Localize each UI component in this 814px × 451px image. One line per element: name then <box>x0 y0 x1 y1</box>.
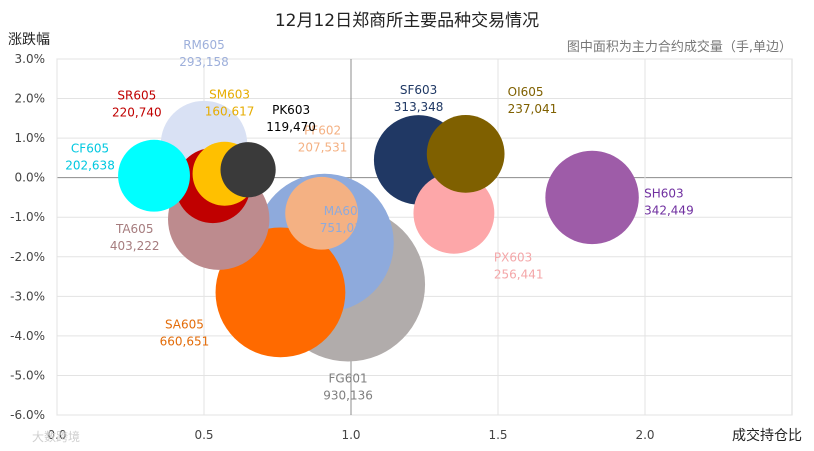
label-volume-sm603: 160,617 <box>205 105 255 119</box>
x-tick-label: 1.5 <box>488 428 507 442</box>
y-tick-label: 2.0% <box>15 92 46 106</box>
y-tick-label: -5.0% <box>10 368 45 382</box>
axes: 3.0% 2.0% 1.0% 0.0% -1.0% -2.0% -3.0% -4.0% -5.0… <box>10 52 654 442</box>
y-tick-label: -6.0% <box>10 408 45 422</box>
y-axis-label: 涨跌幅 <box>8 32 50 48</box>
label-name-pf602: PF602 <box>304 123 341 137</box>
bubble-px603 <box>413 172 495 254</box>
bubbles <box>118 100 639 362</box>
label-name-px603: PX603 <box>494 250 532 264</box>
chart-title: 12月12日郑商所主要品种交易情况 <box>275 11 539 31</box>
label-name-sm603: SM603 <box>209 88 250 102</box>
bubble-labels: FG601 930,136 MA605 751,017 SA605 660,651 TA60… <box>65 38 693 402</box>
y-tick-label: -3.0% <box>10 289 45 303</box>
label-name-cf605: CF605 <box>71 142 109 156</box>
label-volume-pf602: 207,531 <box>298 140 348 154</box>
y-tick-label: 0.0% <box>15 171 46 185</box>
y-tick-label: -1.0% <box>10 210 45 224</box>
label-volume-sf603: 313,348 <box>394 100 444 114</box>
bubble-pf602 <box>285 176 358 250</box>
label-volume-px603: 256,441 <box>494 267 544 281</box>
label-name-sf603: SF603 <box>400 83 437 97</box>
label-volume-sr605: 220,740 <box>112 106 162 120</box>
y-tick-label: -4.0% <box>10 329 45 343</box>
x-tick-label: 0.0 <box>47 428 66 442</box>
label-name-pk603: PK603 <box>272 103 310 117</box>
label-name-rm605: RM605 <box>183 38 225 52</box>
chart-subtitle: 图中面积为主力合约成交量（手,单边） <box>567 39 792 55</box>
bubble-sh603 <box>545 150 639 245</box>
label-name-sr605: SR605 <box>117 89 156 103</box>
x-axis-label: 成交持仓比 <box>732 427 802 444</box>
label-volume-fg601: 930,136 <box>323 388 373 402</box>
bubble-pk603 <box>220 142 276 198</box>
bubble-cf605 <box>118 139 190 212</box>
y-tick-label: -2.0% <box>10 250 45 264</box>
y-tick-label: 3.0% <box>15 52 46 66</box>
label-name-ta605: TA605 <box>115 222 154 236</box>
x-tick-label: 0.5 <box>194 428 213 442</box>
label-volume-sh603: 342,449 <box>644 203 694 217</box>
label-name-fg601: FG601 <box>329 371 368 385</box>
label-volume-sa605: 660,651 <box>160 334 210 348</box>
label-volume-ma605: 751,017 <box>320 221 370 235</box>
label-name-ma605: MA605 <box>324 204 365 218</box>
watermark-text: 大数跨境 <box>32 429 80 444</box>
y-tick-label: 1.0% <box>15 131 46 145</box>
label-volume-pk603: 119,470 <box>266 120 316 134</box>
bubble-oi605 <box>426 115 505 193</box>
label-volume-rm605: 293,158 <box>179 55 229 69</box>
label-volume-oi605: 237,041 <box>508 102 558 116</box>
x-tick-label: 1.0 <box>341 428 360 442</box>
label-name-sh603: SH603 <box>644 186 684 200</box>
x-tick-label: 2.0 <box>635 428 654 442</box>
label-name-oi605: OI605 <box>508 85 544 99</box>
label-volume-cf605: 202,638 <box>65 159 115 173</box>
label-name-sa605: SA605 <box>165 317 204 331</box>
label-volume-ta605: 403,222 <box>110 239 160 253</box>
